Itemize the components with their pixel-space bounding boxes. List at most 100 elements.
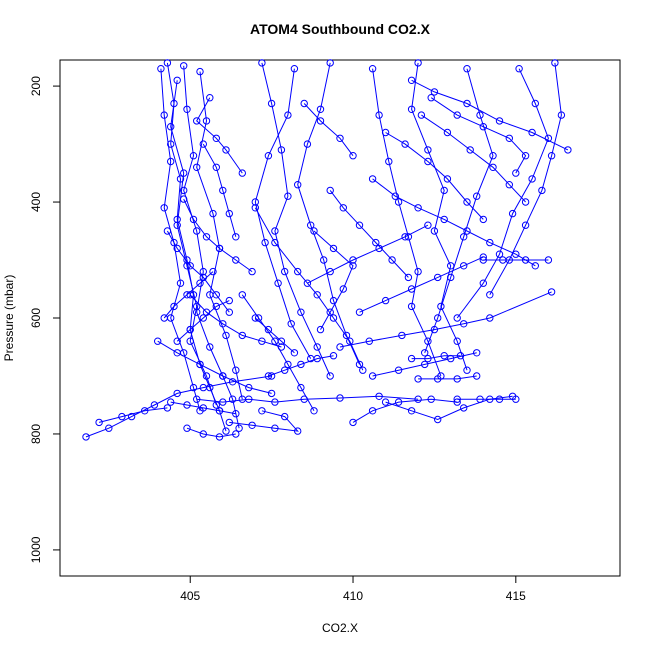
series-4: [193, 67, 247, 403]
data-point: [219, 372, 227, 380]
data-point: [310, 407, 318, 415]
data-point: [414, 267, 422, 276]
data-point: [499, 256, 507, 264]
data-point: [407, 407, 416, 415]
data-point: [219, 398, 227, 406]
data-point: [186, 337, 194, 345]
data-point: [414, 395, 422, 403]
data-point: [193, 302, 201, 311]
series-line: [418, 375, 477, 380]
data-point: [463, 227, 471, 235]
data-point: [193, 163, 201, 172]
data-point: [434, 273, 442, 282]
data-point: [271, 238, 279, 247]
data-point: [456, 352, 465, 360]
x-axis-label: CO2.X: [322, 621, 358, 635]
data-point: [453, 375, 461, 383]
data-point: [141, 407, 149, 415]
data-point: [349, 152, 357, 160]
data-point: [460, 233, 468, 241]
data-point: [407, 302, 416, 311]
data-point: [512, 395, 520, 403]
data-point: [440, 215, 448, 224]
data-point: [261, 238, 269, 247]
data-point: [453, 314, 461, 322]
data-point: [290, 65, 299, 73]
data-point: [385, 157, 393, 166]
data-point: [196, 279, 204, 287]
series-line: [424, 68, 494, 353]
series-15: [407, 59, 471, 374]
data-point: [173, 221, 181, 229]
data-point: [251, 198, 260, 206]
data-point: [394, 398, 403, 406]
data-point: [180, 169, 188, 177]
data-point: [486, 238, 494, 247]
series-23: [349, 395, 461, 427]
series-line: [268, 355, 334, 377]
series-13: [238, 291, 318, 415]
data-point: [486, 314, 494, 322]
data-point: [505, 134, 513, 143]
data-point: [531, 99, 539, 108]
data-point: [329, 352, 338, 360]
data-point: [245, 395, 253, 403]
series-3: [157, 65, 204, 415]
y-tick-label: 1000: [29, 536, 43, 563]
series-6: [82, 372, 276, 441]
data-point: [476, 111, 484, 119]
data-point: [336, 343, 344, 351]
data-point: [225, 296, 234, 305]
data-point: [264, 372, 273, 380]
data-point: [183, 424, 191, 432]
data-point: [232, 256, 240, 264]
data-point: [303, 279, 312, 287]
data-point: [512, 250, 520, 258]
data-layer: [82, 59, 572, 441]
series-line: [329, 190, 409, 278]
data-point: [551, 59, 559, 67]
data-point: [264, 325, 273, 334]
series-line: [196, 395, 419, 403]
data-point: [407, 76, 416, 85]
data-point: [248, 421, 256, 429]
data-point: [547, 288, 556, 296]
data-point: [329, 244, 338, 253]
data-point: [284, 111, 292, 119]
data-point: [495, 117, 504, 125]
data-point: [173, 389, 181, 398]
series-41: [453, 395, 520, 403]
data-point: [339, 285, 347, 293]
data-point: [521, 256, 530, 264]
series-line: [254, 207, 364, 371]
data-point: [349, 256, 357, 264]
series-line: [163, 271, 214, 319]
series-36: [167, 398, 240, 418]
series-49: [251, 314, 299, 357]
data-point: [316, 117, 325, 125]
data-point: [271, 424, 279, 432]
series-46: [479, 256, 553, 264]
data-point: [414, 375, 422, 383]
data-point: [375, 392, 383, 400]
data-point: [489, 163, 497, 172]
series-line: [385, 395, 513, 421]
series-25: [303, 221, 432, 287]
data-point: [189, 383, 198, 392]
data-point: [183, 291, 191, 299]
data-point: [167, 140, 175, 148]
data-point: [199, 404, 208, 412]
series-21: [368, 349, 481, 380]
data-point: [372, 238, 380, 247]
data-point: [167, 398, 175, 406]
data-point: [271, 398, 279, 406]
data-point: [394, 198, 403, 206]
series-line: [176, 300, 230, 342]
data-point: [173, 337, 181, 345]
series-16: [421, 65, 497, 357]
data-point: [414, 59, 422, 67]
x-tick-label: 415: [506, 589, 526, 603]
data-point: [173, 349, 181, 357]
data-point: [118, 412, 126, 421]
data-point: [170, 302, 178, 311]
